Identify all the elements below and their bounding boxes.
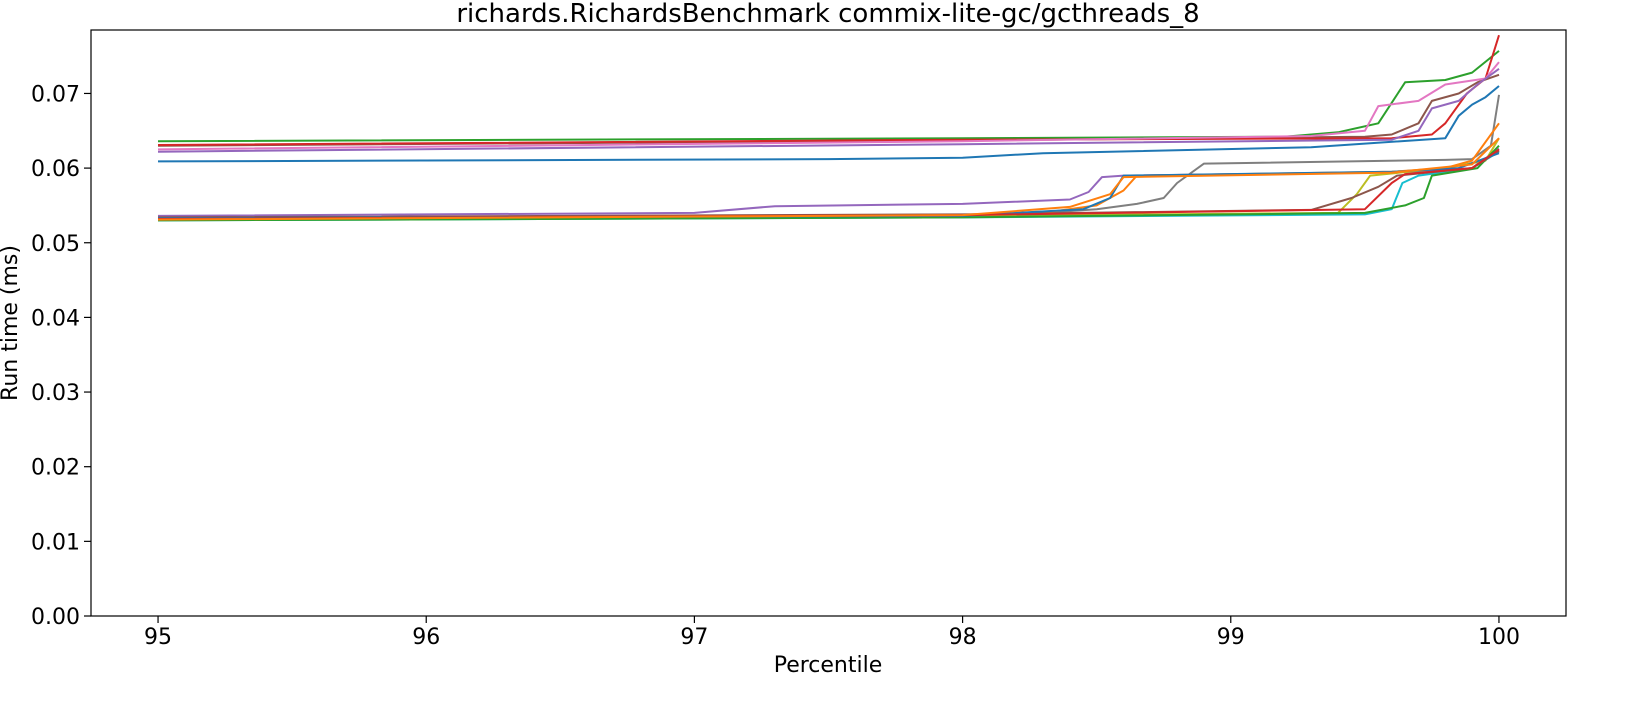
- plot-lines: [157, 34, 1500, 222]
- y-tick-label: 0.00: [31, 605, 80, 630]
- y-tick-label: 0.04: [31, 306, 80, 331]
- x-tick-label: 100: [1478, 625, 1520, 650]
- plot-frame: [90, 29, 1567, 617]
- series-line-1: [157, 50, 1500, 143]
- y-tick-label: 0.05: [31, 232, 80, 257]
- series-line-4: [157, 61, 1500, 151]
- y-tick-label: 0.06: [31, 157, 80, 182]
- y-axis-label: Run time (ms): [0, 245, 23, 401]
- x-axis-label: Percentile: [774, 653, 883, 678]
- y-tick-label: 0.02: [31, 456, 80, 481]
- x-tick-label: 97: [680, 625, 708, 650]
- y-tick-label: 0.03: [31, 381, 80, 406]
- series-line-10: [157, 137, 1500, 221]
- y-axis: 0.00 0.01 0.02 0.03 0.04 0.05 0.06 0.07: [31, 82, 91, 630]
- series-line-5: [157, 67, 1500, 153]
- x-axis: 95 96 97 98 99 100: [144, 616, 1520, 650]
- series-line-12: [157, 145, 1500, 222]
- y-tick-label: 0.07: [31, 82, 80, 107]
- x-tick-label: 98: [949, 625, 977, 650]
- x-tick-label: 95: [144, 625, 172, 650]
- x-tick-label: 99: [1217, 625, 1245, 650]
- chart-title: richards.RichardsBenchmark commix-lite-g…: [456, 0, 1199, 29]
- series-line-16: [157, 137, 1500, 221]
- y-tick-label: 0.01: [31, 530, 80, 555]
- x-tick-label: 96: [412, 625, 440, 650]
- series-line-6: [157, 85, 1500, 163]
